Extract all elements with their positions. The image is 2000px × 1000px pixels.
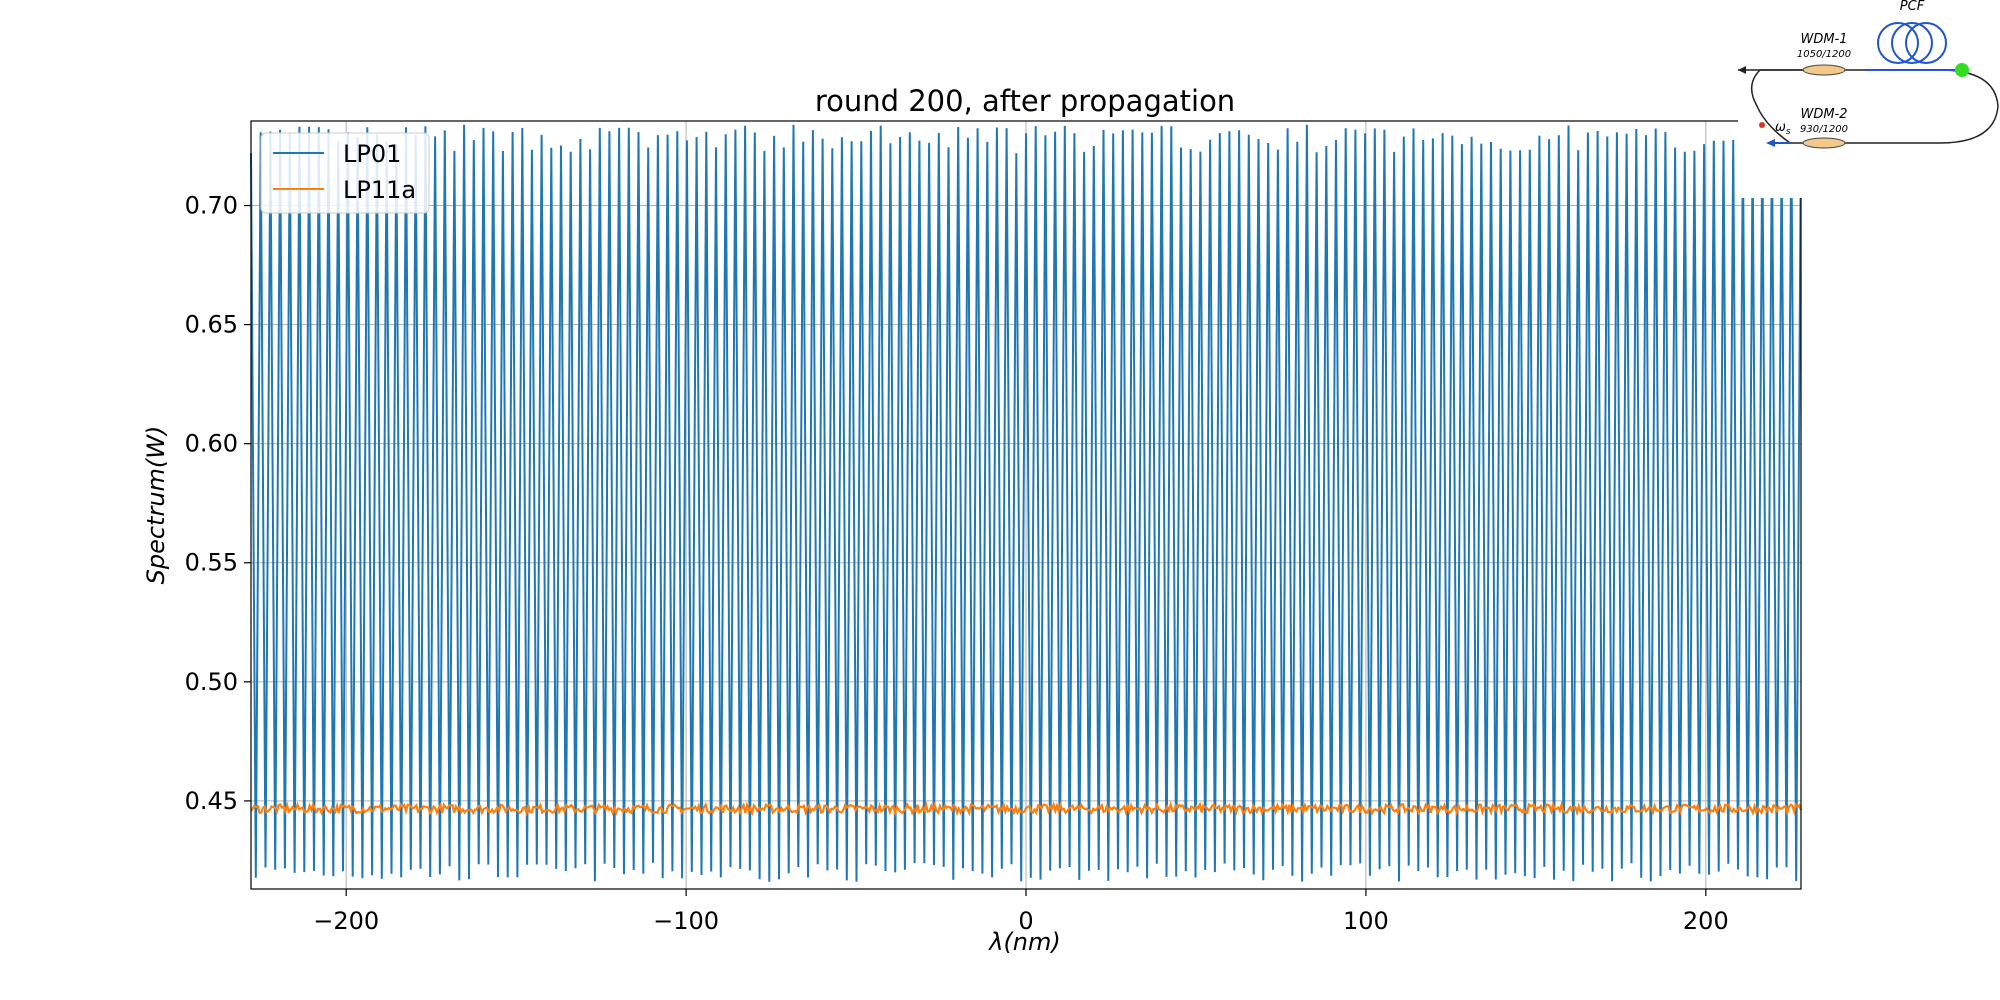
legend-label-lp11a: LP11a bbox=[343, 176, 416, 204]
chart-title: round 200, after propagation bbox=[815, 84, 1235, 118]
x-tick-label: 100 bbox=[1343, 907, 1389, 935]
pcf-coil-1 bbox=[1877, 22, 1919, 64]
series-line-lp01 bbox=[250, 124, 1802, 882]
pcf-coil-2 bbox=[1891, 22, 1933, 64]
wdm2-coupler bbox=[1802, 137, 1846, 149]
y-axis-ticks: 0.45 0.50 0.55 0.60 0.65 0.70 bbox=[185, 192, 251, 815]
y-tick-label: 0.55 bbox=[185, 549, 238, 577]
y-tick-label: 0.45 bbox=[185, 787, 238, 815]
wdm2-sublabel: 930/1200 bbox=[1800, 124, 1848, 135]
fiber-loop-inner bbox=[1751, 69, 1791, 144]
wdm1-coupler bbox=[1802, 64, 1846, 76]
wdm1-label: WDM-1 bbox=[1800, 32, 1847, 47]
inset-background bbox=[1738, 0, 2000, 198]
series-line-lp11a bbox=[250, 800, 1803, 818]
pcf-coil-3 bbox=[1905, 22, 1947, 64]
series-layer bbox=[250, 124, 1803, 882]
y-tick-label: 0.60 bbox=[185, 430, 238, 458]
legend: LP01 LP11a bbox=[260, 132, 430, 214]
x-axis-label: λ(nm) bbox=[987, 928, 1061, 956]
output-arrow-icon bbox=[1738, 66, 1746, 74]
y-tick-label: 0.50 bbox=[185, 668, 238, 696]
x-tick-label: −100 bbox=[653, 907, 719, 935]
y-tick-label: 0.65 bbox=[185, 311, 238, 339]
x-tick-label: 200 bbox=[1683, 907, 1729, 935]
x-tick-label: −200 bbox=[313, 907, 379, 935]
omega-label: ωs bbox=[1775, 120, 1791, 137]
plot-area bbox=[250, 120, 1803, 890]
wdm1-sublabel: 1050/1200 bbox=[1797, 49, 1851, 60]
x-tick-label: 0 bbox=[1018, 907, 1033, 935]
signal-marker bbox=[1759, 122, 1765, 128]
x-axis-ticks: −200 −100 0 100 200 bbox=[313, 889, 1729, 935]
wdm2-label: WDM-2 bbox=[1800, 107, 1847, 122]
y-tick-label: 0.70 bbox=[185, 192, 238, 220]
pump-arrow-icon bbox=[1766, 139, 1775, 147]
y-axis-label: Spectrum(W) bbox=[142, 426, 170, 585]
legend-label-lp01: LP01 bbox=[343, 140, 401, 168]
pcf-label: PCF bbox=[1900, 0, 1925, 14]
green-marker bbox=[1955, 63, 1969, 77]
setup-diagram-inset: PCF WDM-1 1050/1200 WDM-2 930/1200 ωs bbox=[1738, 0, 2000, 198]
